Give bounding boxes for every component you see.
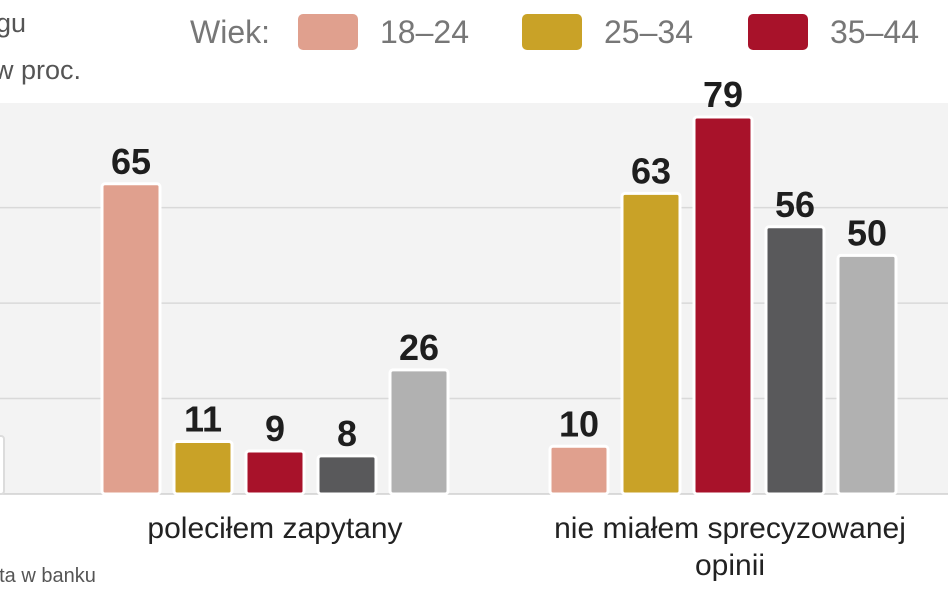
- legend-title: Wiek:: [190, 14, 270, 50]
- chart-subtitle-line-1: gu: [0, 8, 27, 38]
- legend-label-18-24: 18–24: [380, 14, 469, 50]
- bar-0-1: [172, 440, 234, 496]
- data-label-1-4: 50: [847, 212, 887, 253]
- bar-0-2: [244, 449, 306, 496]
- data-label-0-1: 11: [184, 399, 222, 440]
- data-label-1-3: 56: [775, 184, 815, 225]
- bar-0-3: [316, 454, 378, 496]
- bar-1-2: [692, 115, 754, 496]
- bar-0-4: [388, 368, 450, 496]
- category-label-poleciłem-zapytany: poleciłem zapytany: [147, 512, 403, 545]
- data-label-0-2: 9: [265, 408, 285, 449]
- legend-swatch-18-24: [298, 14, 358, 50]
- footer-note: nta w banku: [0, 565, 96, 587]
- data-label-1-1: 63: [631, 150, 671, 191]
- data-label-0-4: 26: [399, 327, 439, 368]
- legend-swatch-35-44: [748, 14, 808, 50]
- legend-label-25-34: 25–34: [604, 14, 693, 50]
- chart-subtitle-line-2: w proc.: [0, 55, 82, 85]
- data-label-0-3: 8: [337, 413, 357, 454]
- data-label-0-0: 65: [111, 141, 151, 182]
- bar-1-4: [836, 253, 898, 496]
- legend-swatch-25-34: [522, 14, 582, 50]
- bar-0-0: [100, 182, 162, 496]
- data-label-1-2: 79: [703, 74, 743, 115]
- legend-label-35-44: 35–44: [830, 14, 919, 50]
- bar-1-1: [620, 191, 682, 496]
- data-label-1-0: 10: [559, 403, 599, 444]
- bar-1-3: [764, 225, 826, 496]
- category-label-nie-miałem-sprecyzowanej-opinii: nie miałem sprecyzowanej opinii: [554, 512, 906, 582]
- cropped-bar: [0, 435, 5, 495]
- bar-1-0: [548, 444, 610, 496]
